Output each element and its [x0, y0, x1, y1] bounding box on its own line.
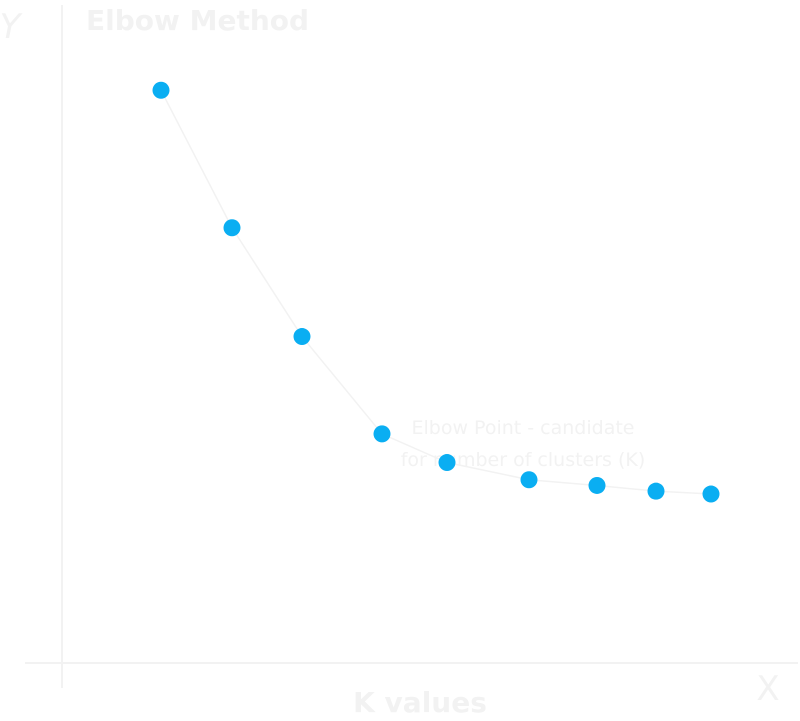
x-axis-glyph: X	[756, 669, 779, 709]
data-point-k1	[152, 81, 170, 99]
data-point-k2	[223, 219, 241, 237]
data-point-k3	[293, 328, 311, 346]
elbow-annotation-line-1: Elbow Point - candidate	[412, 417, 635, 439]
data-point-k6	[520, 471, 538, 489]
data-point-k8	[647, 482, 665, 500]
data-point-k4	[373, 425, 391, 443]
elbow-annotation-line-2: for number of clusters (K)	[401, 449, 646, 471]
data-point-k9	[702, 485, 720, 503]
y-axis-glyph: Y	[0, 7, 23, 47]
data-points	[152, 81, 720, 503]
data-point-k7	[588, 476, 606, 494]
chart-title: Elbow Method	[86, 4, 309, 37]
data-point-k5	[438, 454, 456, 472]
x-axis-label: K values	[353, 686, 487, 719]
